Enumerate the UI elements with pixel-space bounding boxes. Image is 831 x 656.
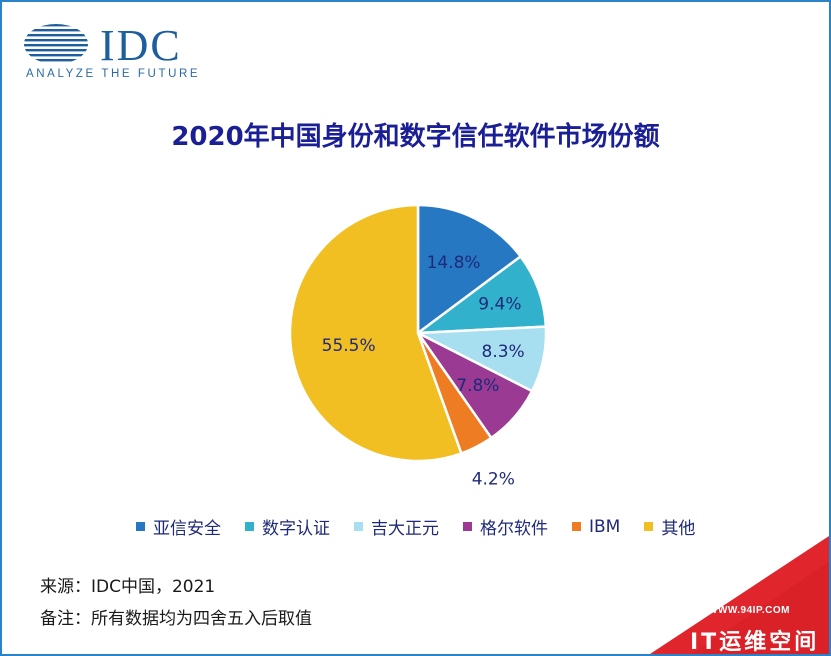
logo-tagline: ANALYZE THE FUTURE [26,68,201,80]
pie-chart: 14.8% 9.4% 8.3% 7.8% 4.2% 55.5% [288,203,548,490]
legend-label: 吉大正元 [371,519,439,539]
watermark-url: WWW.94IP.COM [708,605,790,616]
legend-label: 其他 [661,519,696,539]
legend-swatch [245,522,254,531]
idc-logo: IDC ANALYZE THE FUTURE [24,22,204,84]
legend-item-1: 数字认证 [245,514,330,539]
legend-label: 格尔软件 [480,519,548,539]
pie-slice-1 [413,254,548,335]
legend-label: IBM [589,516,621,537]
data-label-4: 4.2% [472,470,515,490]
chart-title: 2020年中国身份和数字信任软件市场份额 [171,122,660,152]
legend-label: 亚信安全 [153,519,221,539]
data-label-3: 7.8% [456,376,499,396]
legend-label: 数字认证 [262,519,330,539]
logo-wordmark: IDC [100,21,182,70]
legend-swatch [644,522,654,531]
legend-item-2: 吉大正元 [354,514,439,539]
data-label-0: 14.8% [427,253,481,273]
legend-item-4: IBM [572,517,620,537]
pie-slice-5 [288,203,463,463]
legend-item-0: 亚信安全 [136,514,221,539]
data-label-1: 9.4% [478,295,521,315]
legend-swatch [136,522,145,531]
legend-swatch [354,522,363,531]
legend-item-3: 格尔软件 [463,514,548,539]
pie-slice-0 [416,203,523,336]
legend-item-5: 其他 [644,514,695,539]
watermark-brand: IT运维空间 [690,630,820,655]
idc-globe-icon [24,24,88,62]
data-label-5: 55.5% [322,336,376,356]
remark-note: 备注：所有数据均为四舍五入后取值 [40,609,312,629]
source-note: 来源：IDC中国，2021 [40,577,216,597]
legend-swatch [572,522,581,531]
data-label-2: 8.3% [482,342,525,362]
legend-swatch [463,522,472,531]
chart-legend: 亚信安全 数字认证 吉大正元 格尔软件 IBM 其他 [136,514,719,539]
